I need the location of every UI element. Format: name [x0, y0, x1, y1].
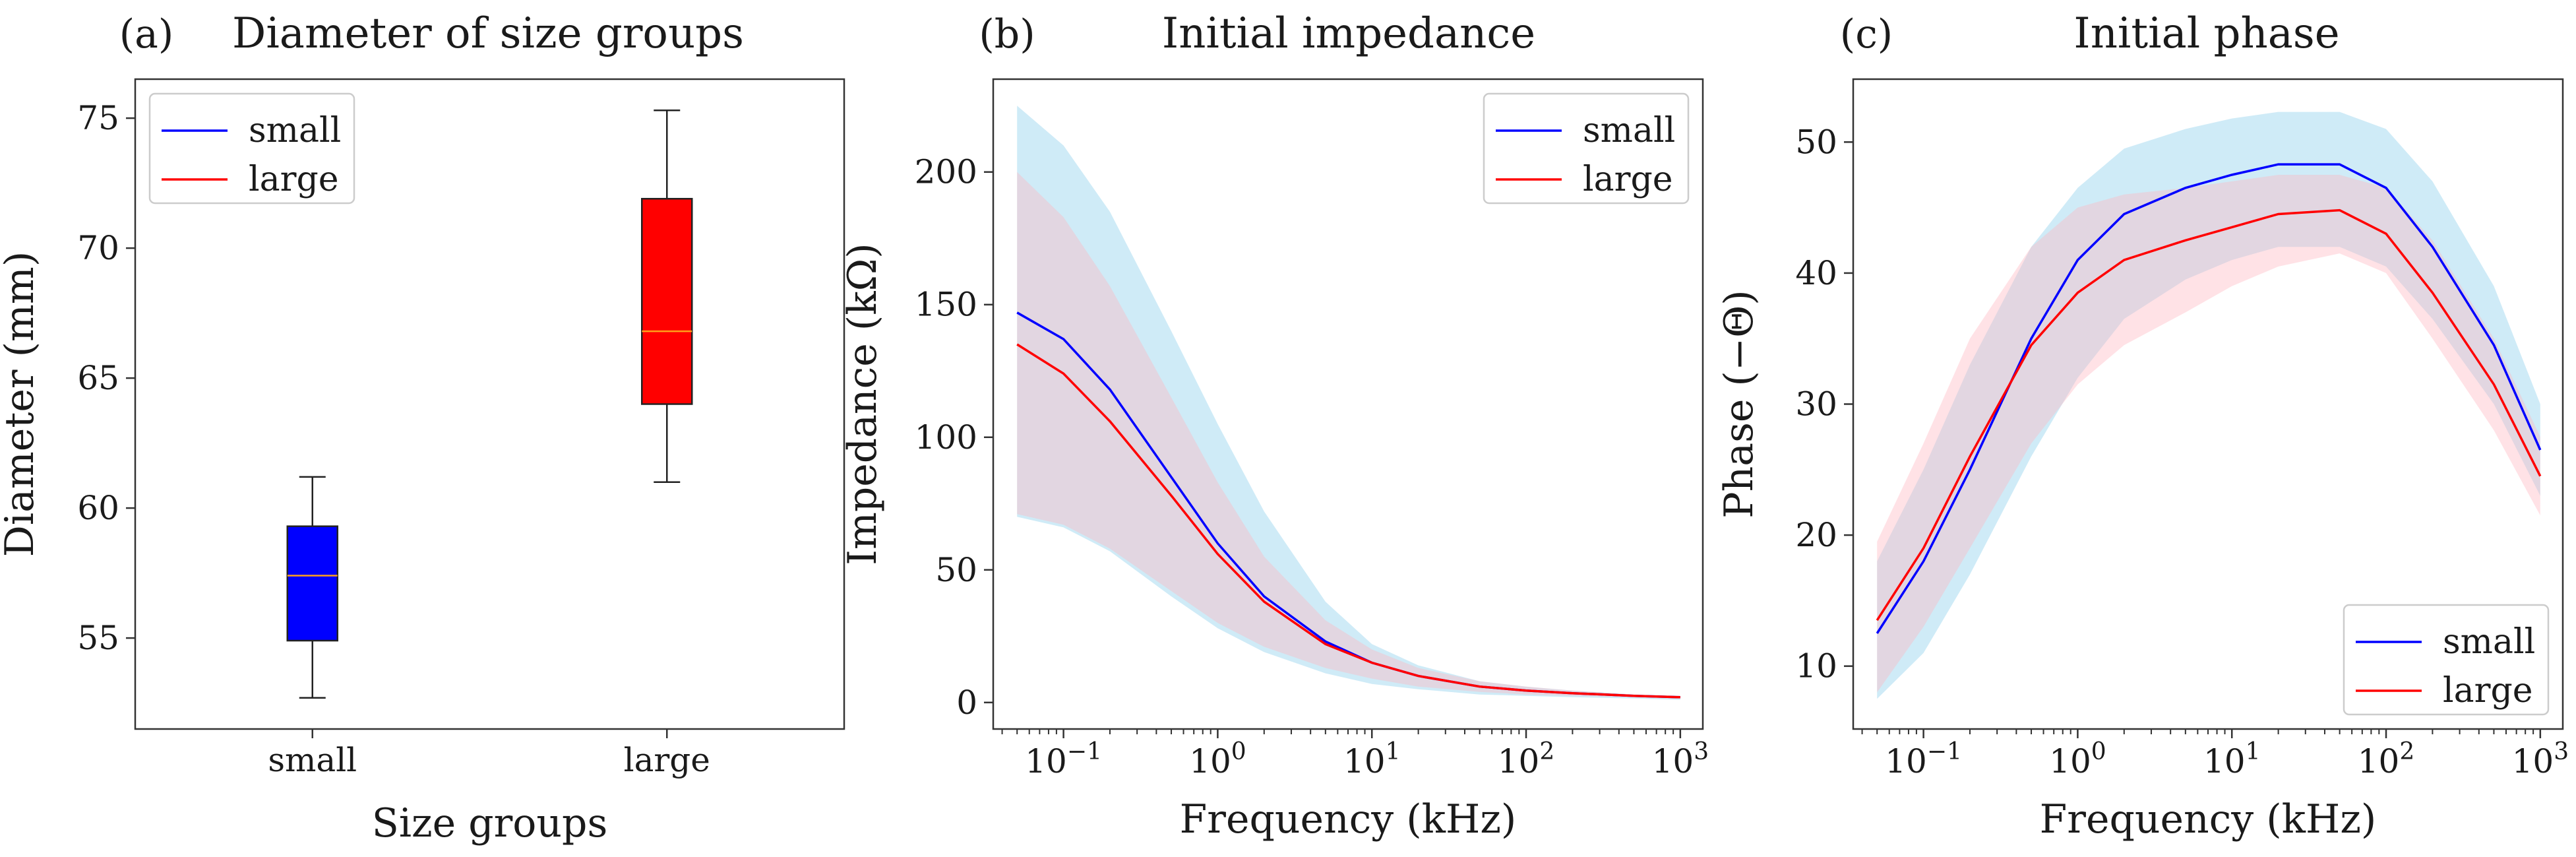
panel-label: (c)	[1840, 11, 1893, 57]
chart-title: Initial impedance	[1162, 9, 1535, 58]
legend-label-large: large	[1583, 160, 1673, 199]
chart-panel-a: small large 55 60 65 70 75 (a) Diameter of size …	[0, 9, 845, 846]
chart-panel-b: 10−1 100 101 102 103 0 50 100 150 200 (b) Initial i…	[840, 9, 1709, 842]
legend: small large	[1483, 92, 1690, 205]
y-tick-label: 55	[77, 619, 119, 657]
legend-frame	[148, 92, 355, 205]
legend: small large	[148, 92, 355, 205]
y-tick-label: 30	[1795, 385, 1837, 424]
band-large	[1877, 175, 2540, 693]
x-tick-label: small	[268, 741, 357, 779]
y-tick-label: 65	[77, 359, 119, 397]
legend-label-small: small	[1583, 111, 1675, 150]
y-axis-label: Impedance (kΩ)	[840, 243, 886, 565]
legend-frame	[1483, 92, 1690, 205]
y-tick-label: 75	[77, 99, 119, 137]
x-axis-label: Size groups	[372, 800, 608, 846]
x-axis-label: Frequency (kHz)	[2040, 796, 2377, 842]
x-tick-label: 103	[2512, 738, 2569, 780]
y-axis-label: Diameter (mm)	[0, 251, 43, 557]
x-tick-label: 101	[1343, 738, 1401, 780]
chart-title: Diameter of size groups	[232, 9, 744, 58]
x-tick-label: 102	[1498, 738, 1555, 780]
y-tick-label: 0	[956, 683, 977, 722]
legend-label-small: small	[2443, 622, 2535, 662]
box-small	[286, 476, 338, 699]
y-tick-label: 70	[77, 229, 119, 267]
y-tick-label: 150	[915, 286, 977, 324]
x-axis-label: Frequency (kHz)	[1180, 796, 1517, 842]
y-tick-label: 100	[915, 418, 977, 457]
legend-label-large: large	[2443, 671, 2533, 711]
y-axis-label: Phase (−Θ)	[1716, 290, 1762, 518]
legend: small large	[2343, 604, 2550, 716]
chart-panel-c: 10−1 100 101 102 103 10 20 30 40 50 (c) Initial pha…	[1716, 9, 2569, 842]
band-large	[1017, 172, 1680, 699]
band-small	[1877, 111, 2540, 699]
legend-frame	[2343, 604, 2550, 716]
y-tick-label: 50	[935, 551, 977, 589]
y-tick-label: 20	[1795, 516, 1837, 554]
panel-label: (a)	[119, 11, 174, 57]
box-large	[641, 110, 693, 483]
x-tick-label: 100	[1189, 738, 1246, 780]
x-tick-label: 10−1	[1025, 738, 1102, 780]
series-line-small	[1876, 163, 2542, 634]
axes-frame	[134, 78, 845, 730]
x-tick-label: 10−1	[1885, 738, 1962, 780]
y-tick-label: 60	[77, 489, 119, 527]
legend-label-large: large	[249, 160, 339, 199]
x-tick-label: 101	[2203, 738, 2261, 780]
plot-content	[1876, 111, 2542, 699]
x-tick-label: 100	[2049, 738, 2106, 780]
band-small	[1017, 106, 1680, 700]
x-tick-label: large	[624, 741, 710, 779]
x-tick-label: 102	[2358, 738, 2415, 780]
y-tick-label: 50	[1795, 123, 1837, 161]
y-tick-label: 200	[915, 153, 977, 191]
box-body	[286, 525, 338, 642]
y-tick-label: 40	[1795, 254, 1837, 292]
chart-title: Initial phase	[2073, 9, 2339, 58]
y-tick-label: 10	[1795, 647, 1837, 685]
plot-content	[1016, 106, 1680, 700]
series-line-large	[1876, 208, 2542, 621]
panel-label: (b)	[979, 11, 1035, 57]
x-tick-label: 103	[1652, 738, 1709, 780]
series-line-large	[1016, 343, 1680, 699]
legend-label-small: small	[249, 111, 341, 150]
box-body	[641, 197, 693, 405]
